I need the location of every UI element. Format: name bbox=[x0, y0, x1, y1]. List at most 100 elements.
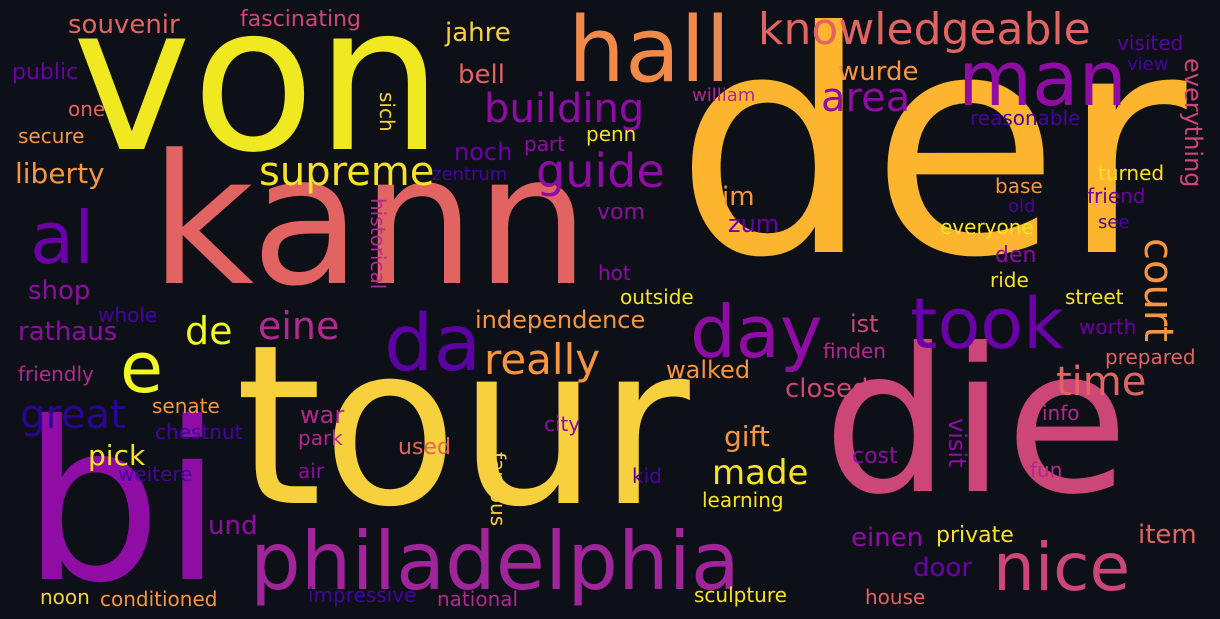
word-info: info bbox=[1042, 401, 1080, 425]
word-learning: learning bbox=[702, 488, 784, 512]
word-wurde: wurde bbox=[838, 57, 919, 87]
word-philadelphia: philadelphia bbox=[250, 515, 740, 608]
word-sculpture: sculpture bbox=[694, 583, 787, 607]
word-walked: walked bbox=[666, 356, 751, 384]
word-penn: penn bbox=[586, 122, 637, 146]
word-de: de bbox=[185, 309, 233, 353]
word-den: den bbox=[995, 243, 1037, 268]
word-einen: einen bbox=[851, 523, 924, 553]
word-visit: visit bbox=[943, 418, 971, 468]
word-city: city bbox=[544, 412, 581, 436]
word-die: die bbox=[823, 306, 1129, 539]
word-supreme: supreme bbox=[259, 149, 435, 195]
word-day: day bbox=[690, 290, 823, 374]
word-zentrum: zentrum bbox=[432, 164, 508, 185]
word-item: item bbox=[1138, 520, 1197, 550]
word-hall: hall bbox=[568, 0, 731, 103]
word-kann: kann bbox=[150, 117, 590, 326]
word-closed: closed bbox=[785, 374, 869, 404]
word-door: door bbox=[913, 553, 973, 583]
word-base: base bbox=[995, 174, 1043, 198]
word-famous: famous bbox=[486, 452, 510, 527]
word-great: great bbox=[20, 392, 126, 438]
word-sich: sich bbox=[375, 92, 399, 132]
word-building: building bbox=[484, 86, 645, 132]
word-secure: secure bbox=[18, 124, 85, 148]
word-ist: ist bbox=[850, 310, 879, 338]
word-whole: whole bbox=[98, 303, 158, 327]
word-bell: bell bbox=[458, 60, 505, 90]
word-ride: ride bbox=[990, 268, 1029, 292]
word-noon: noon bbox=[40, 585, 90, 609]
word-private: private bbox=[936, 523, 1014, 548]
word-vom: vom bbox=[597, 200, 645, 225]
word-part: part bbox=[524, 132, 566, 156]
word-view: view bbox=[1127, 54, 1169, 75]
word-senate: senate bbox=[152, 394, 220, 418]
word-hot: hot bbox=[598, 261, 631, 285]
word-jahre: jahre bbox=[445, 18, 511, 48]
word-took: took bbox=[910, 283, 1064, 365]
word-tour: tour bbox=[235, 298, 690, 556]
word-reasonable: reasonable bbox=[970, 106, 1081, 130]
word-court: court bbox=[1135, 238, 1181, 342]
word-friend: friend bbox=[1087, 184, 1146, 208]
word-prepared: prepared bbox=[1105, 345, 1196, 369]
word-zum: zum bbox=[728, 210, 780, 238]
word-one: one bbox=[68, 97, 106, 121]
word-really: really bbox=[484, 335, 601, 384]
word-everyone: everyone bbox=[940, 215, 1034, 239]
word-everything: everything bbox=[1179, 58, 1207, 188]
word-old: old bbox=[1008, 196, 1036, 217]
word-shop: shop bbox=[28, 276, 91, 306]
word-historical: historical bbox=[366, 198, 390, 290]
word-pick: pick bbox=[88, 439, 146, 472]
word-william: william bbox=[692, 85, 756, 106]
word-man: man bbox=[958, 34, 1127, 123]
word-made: made bbox=[712, 453, 809, 493]
word-visited: visited bbox=[1117, 31, 1184, 55]
word-area: area bbox=[821, 75, 911, 121]
word-fascinating: fascinating bbox=[240, 7, 361, 32]
word-da: da bbox=[384, 299, 482, 389]
word-outside: outside bbox=[620, 285, 694, 309]
word-rathaus: rathaus bbox=[18, 317, 118, 347]
word-knowledgeable: knowledgeable bbox=[758, 4, 1091, 55]
word-used: used bbox=[398, 435, 451, 460]
word-park: park bbox=[298, 426, 343, 450]
word-air: air bbox=[298, 459, 325, 483]
word-war: war bbox=[300, 401, 345, 429]
word-liberty: liberty bbox=[15, 157, 105, 190]
word-im: im bbox=[722, 182, 755, 212]
word-von: von bbox=[72, 0, 444, 197]
word-fun: fun bbox=[1030, 458, 1063, 482]
word-guide: guide bbox=[536, 144, 665, 198]
word-bi: bi bbox=[22, 375, 223, 619]
word-kid: kid bbox=[632, 464, 662, 488]
word-gift: gift bbox=[724, 420, 770, 453]
word-independence: independence bbox=[475, 306, 646, 334]
word-conditioned: conditioned bbox=[100, 587, 218, 611]
word-der: der bbox=[675, 0, 1187, 325]
word-national: national bbox=[437, 587, 519, 611]
word-e: e bbox=[120, 327, 164, 409]
word-turned: turned bbox=[1098, 161, 1165, 185]
word-noch: noch bbox=[454, 138, 513, 166]
word-nice: nice bbox=[993, 529, 1131, 606]
word-weitere: weitere bbox=[118, 462, 193, 486]
word-chestnut: chestnut bbox=[155, 420, 243, 444]
word-friendly: friendly bbox=[18, 362, 94, 386]
word-al: al bbox=[30, 196, 95, 280]
word-see: see bbox=[1098, 212, 1130, 233]
word-worth: worth bbox=[1079, 315, 1137, 339]
word-impressive: impressive bbox=[308, 583, 417, 607]
word-time: time bbox=[1056, 359, 1147, 405]
word-street: street bbox=[1065, 285, 1124, 309]
word-public: public bbox=[12, 60, 79, 85]
word-cost: cost bbox=[852, 444, 898, 469]
word-souvenir: souvenir bbox=[68, 10, 180, 40]
word-finden: finden bbox=[823, 339, 886, 363]
word-eine: eine bbox=[258, 304, 340, 348]
word-house: house bbox=[865, 585, 926, 609]
